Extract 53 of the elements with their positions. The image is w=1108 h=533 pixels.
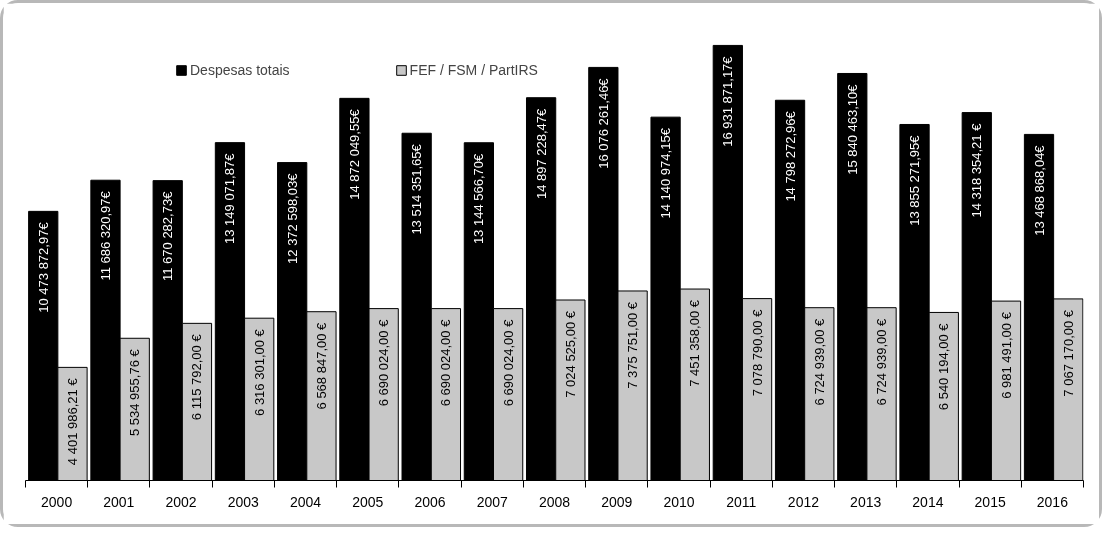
x-tick-label: 2013 — [850, 493, 882, 510]
data-label: 7 375 751,00 € — [625, 301, 641, 389]
x-tick-label: 2005 — [352, 493, 384, 510]
data-label: 13 149 071,87€ — [222, 152, 238, 244]
x-tick-label: 2014 — [912, 493, 944, 510]
x-tick-label: 2000 — [41, 493, 73, 510]
x-tick-label: 2007 — [476, 493, 509, 510]
data-label: 7 067 170,00 € — [1060, 309, 1076, 397]
data-label: 13 514 351,65€ — [409, 143, 425, 235]
data-label: 6 316 301,00 € — [251, 328, 267, 416]
data-label: 15 840 463,10€ — [844, 83, 860, 175]
data-label: 4 401 986,21 € — [64, 377, 80, 466]
data-label: 7 078 790,00 € — [749, 308, 765, 397]
x-tick-label: 2011 — [726, 493, 757, 510]
data-label: 10 473 872,97€ — [35, 221, 51, 313]
data-label: 6 724 939,00 € — [811, 317, 827, 406]
legend-label: Despesas totais — [190, 62, 290, 78]
data-label: 13 855 271,95€ — [907, 134, 923, 226]
x-tick-label: 2015 — [974, 493, 1006, 510]
data-label: 14 872 049,55€ — [346, 108, 362, 200]
data-label: 11 670 282,73€ — [160, 190, 176, 282]
x-tick-label: 2016 — [1036, 493, 1069, 510]
data-label: 16 076 261,46€ — [595, 77, 611, 169]
x-tick-label: 2002 — [165, 493, 197, 510]
x-tick-label: 2006 — [414, 493, 446, 510]
data-label: 6 540 194,00 € — [936, 322, 952, 411]
data-label: 6 568 847,00 € — [313, 321, 329, 410]
data-label: 6 690 024,00 € — [438, 318, 454, 407]
data-label: 14 897 228,47€ — [533, 107, 549, 200]
data-label: 6 690 024,00 € — [376, 318, 392, 407]
data-label: 13 144 566,70€ — [471, 152, 487, 245]
x-tick-label: 2010 — [663, 493, 695, 510]
data-label: 16 931 871,17€ — [720, 55, 736, 147]
data-label: 13 468 868,04€ — [1031, 144, 1047, 236]
data-label: 14 140 974,15€ — [658, 127, 674, 219]
data-label: 14 318 354,21 € — [969, 122, 985, 218]
data-label: 14 798 272,96€ — [782, 110, 798, 202]
data-label: 7 451 358,00 € — [687, 299, 703, 387]
x-tick-label: 2003 — [227, 493, 260, 510]
data-label: 6 724 939,00 € — [874, 317, 890, 406]
x-tick-label: 2004 — [289, 493, 322, 510]
data-label: 7 024 525,00 € — [562, 310, 578, 398]
data-label: 5 534 955,76 € — [127, 348, 143, 437]
data-label: 6 690 024,00 € — [500, 318, 516, 407]
data-label: 6 981 491,00 € — [998, 311, 1014, 399]
data-label: 11 686 320,97€ — [97, 190, 113, 281]
x-tick-label: 2008 — [538, 493, 571, 510]
data-label: 12 372 598,03€ — [284, 172, 300, 264]
x-tick-label: 2009 — [601, 493, 633, 510]
legend-label: FEF / FSM / PartIRS — [409, 62, 538, 78]
x-tick-label: 2001 — [103, 493, 135, 510]
data-label: 6 115 792,00 € — [189, 333, 205, 421]
x-tick-label: 2012 — [787, 493, 820, 510]
